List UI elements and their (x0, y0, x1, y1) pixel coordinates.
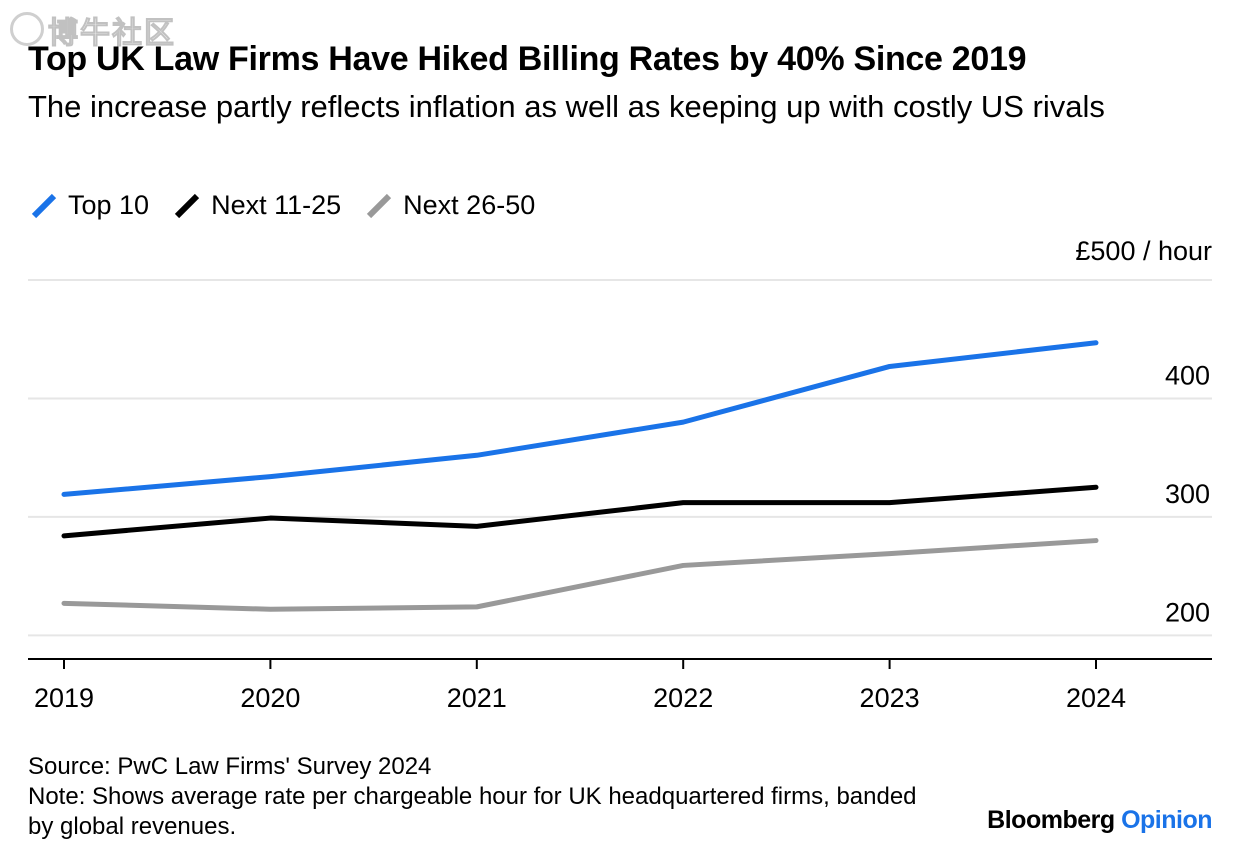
y-tick-label-300: 300 (1165, 479, 1210, 509)
x-tick-label-2023: 2023 (860, 683, 920, 713)
legend-swatch-next11-25 (174, 193, 200, 218)
legend: Top 10 Next 11-25 Next 26-50 (30, 190, 559, 221)
watermark: 博牛社区 (48, 17, 176, 51)
brand-accent: Opinion (1121, 806, 1212, 834)
legend-item-next11-25: Next 11-25 (173, 190, 341, 221)
y-unit-label: £500 / hour (1075, 236, 1212, 266)
series-line-top-10 (61, 340, 1099, 497)
x-tick-label-2019: 2019 (34, 683, 94, 713)
x-tick-label-2024: 2024 (1066, 683, 1126, 713)
y-tick-label-200: 200 (1165, 597, 1210, 627)
y-tick-label-400: 400 (1165, 360, 1210, 390)
brand-main: Bloomberg (987, 806, 1115, 834)
legend-swatch-top10 (31, 193, 57, 218)
legend-label-next26-50: Next 26-50 (403, 190, 536, 220)
source-text: Source: PwC Law Firms' Survey 2024 (28, 753, 432, 780)
x-tick-label-2022: 2022 (653, 683, 713, 713)
legend-swatch-next26-50 (367, 193, 392, 218)
series-line-next-26-50 (61, 538, 1099, 612)
series-line-next-11-25 (61, 484, 1099, 539)
x-tick-label-2020: 2020 (240, 683, 300, 713)
legend-item-next26-50: Next 26-50 (365, 190, 535, 221)
watermark-logo-icon (10, 12, 44, 46)
legend-label-top10: Top 10 (68, 190, 150, 220)
brand-logo: Bloomberg Opinion (987, 806, 1212, 835)
x-tick-label-2021: 2021 (447, 683, 507, 713)
legend-item-top10: Top 10 (30, 190, 149, 221)
note-text: Note: Shows average rate per chargeable … (28, 783, 917, 840)
footer-source: Source: PwC Law Firms' Survey 2024 Note:… (28, 752, 948, 842)
chart-title: Top UK Law Firms Have Hiked Billing Rate… (28, 40, 1027, 78)
legend-label-next11-25: Next 11-25 (211, 190, 342, 220)
chart-subtitle: The increase partly reflects inflation a… (28, 89, 1105, 124)
